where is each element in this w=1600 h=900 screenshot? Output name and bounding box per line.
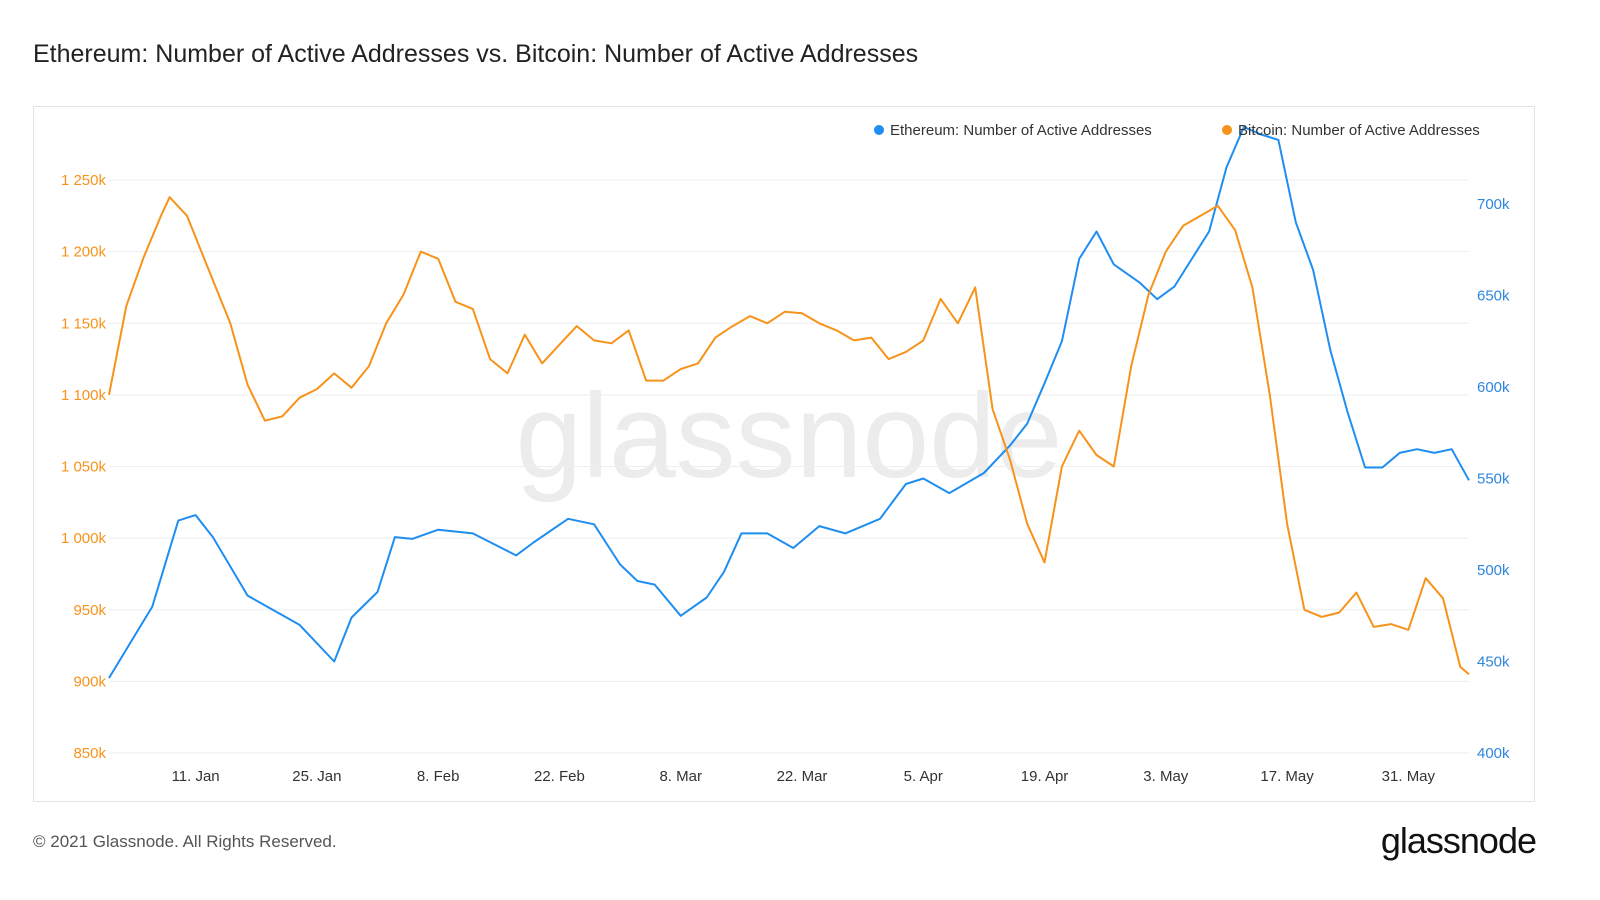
x-tick-label: 8. Feb bbox=[417, 768, 460, 785]
y-left-tick-label: 1 050k bbox=[61, 459, 107, 476]
y-left-tick-label: 1 250k bbox=[61, 172, 107, 189]
x-tick-label: 11. Jan bbox=[172, 768, 220, 785]
x-tick-label: 5. Apr bbox=[904, 768, 943, 785]
legend-marker-bitcoin bbox=[1222, 125, 1232, 135]
y-right-tick-label: 600k bbox=[1477, 379, 1510, 396]
y-right-tick-label: 500k bbox=[1477, 562, 1510, 579]
x-tick-label: 25. Jan bbox=[292, 768, 341, 785]
y-right-tick-label: 450k bbox=[1477, 654, 1510, 671]
watermark-text: glassnode bbox=[515, 369, 1062, 503]
x-tick-label: 17. May bbox=[1260, 768, 1314, 785]
y-right-tick-label: 650k bbox=[1477, 288, 1510, 305]
copyright-text: © 2021 Glassnode. All Rights Reserved. bbox=[33, 832, 337, 851]
legend-marker-ethereum bbox=[874, 125, 884, 135]
y-right-tick-label: 400k bbox=[1477, 745, 1510, 762]
series-line-bitcoin[interactable] bbox=[108, 196, 1470, 675]
x-tick-label: 19. Apr bbox=[1021, 768, 1069, 785]
x-tick-label: 22. Mar bbox=[777, 768, 828, 785]
x-tick-label: 3. May bbox=[1143, 768, 1189, 785]
series-line-ethereum[interactable] bbox=[108, 126, 1470, 679]
y-left-tick-label: 900k bbox=[73, 673, 106, 690]
y-left-tick-label: 1 150k bbox=[61, 315, 107, 332]
chart-title: Ethereum: Number of Active Addresses vs.… bbox=[33, 40, 919, 68]
x-tick-label: 8. Mar bbox=[659, 768, 702, 785]
legend-label-ethereum[interactable]: Ethereum: Number of Active Addresses bbox=[890, 122, 1152, 139]
x-tick-label: 31. May bbox=[1382, 768, 1436, 785]
y-left-tick-label: 1 100k bbox=[61, 387, 107, 404]
y-left-tick-label: 850k bbox=[73, 745, 106, 762]
y-right-tick-label: 700k bbox=[1477, 196, 1510, 213]
chart-svg[interactable]: glassnode 850k 900k 950k 1 000k 1 050k 1 100k 1… bbox=[34, 107, 1534, 801]
y-left-tick-label: 1 000k bbox=[61, 530, 107, 547]
legend-label-bitcoin[interactable]: Bitcoin: Number of Active Addresses bbox=[1238, 122, 1480, 139]
y-left-tick-label: 1 200k bbox=[61, 244, 107, 261]
brand-logo: glassnode bbox=[1380, 820, 1537, 861]
chart-frame: glassnode 850k 900k 950k 1 000k 1 050k 1 100k 1… bbox=[33, 106, 1535, 802]
y-right-tick-label: 550k bbox=[1477, 471, 1510, 488]
y-left-tick-label: 950k bbox=[73, 602, 106, 619]
x-tick-label: 22. Feb bbox=[534, 768, 585, 785]
